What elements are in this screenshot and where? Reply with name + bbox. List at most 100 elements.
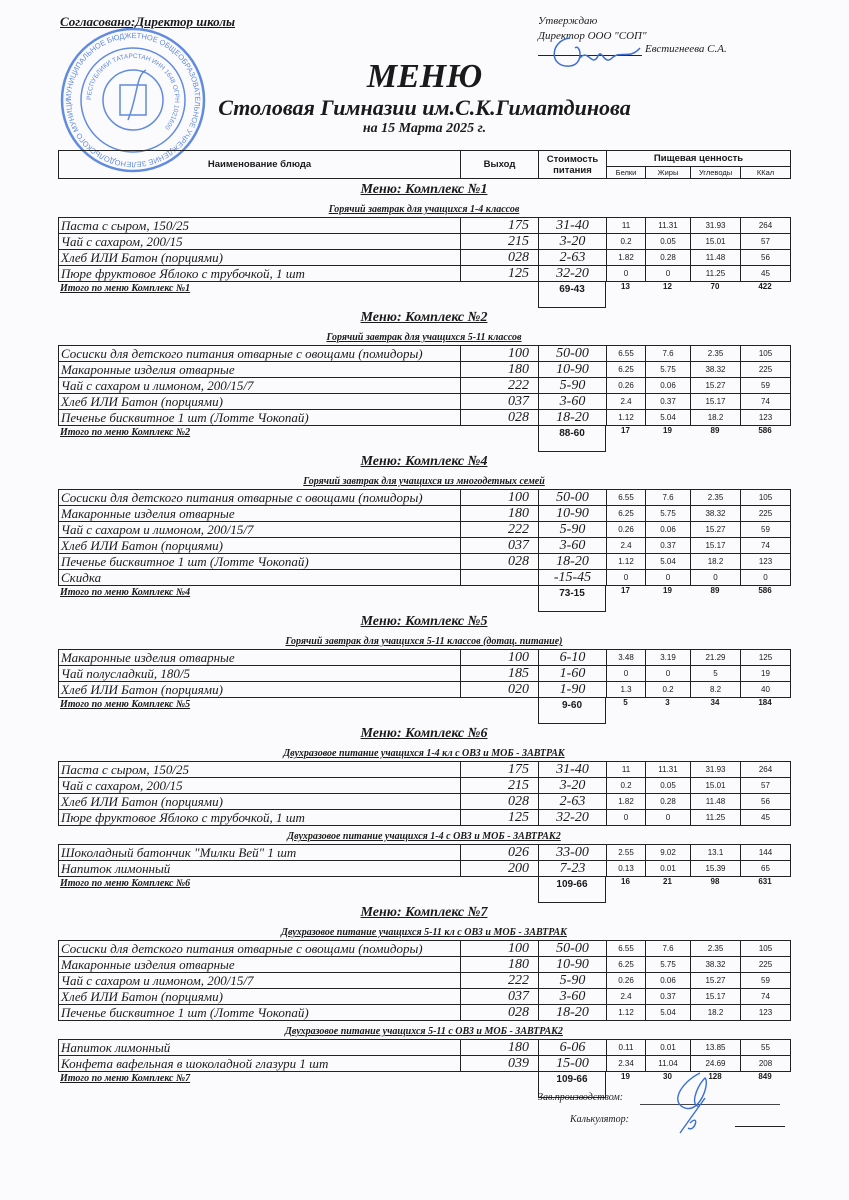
dish-kcal: 264	[740, 761, 791, 778]
dish-protein: 0	[606, 665, 646, 682]
dish-table: Макаронные изделия отварные 100 6-10 3.48 3.…	[58, 649, 791, 698]
total-fat: 19	[663, 586, 672, 595]
dish-name: Паста с сыром, 150/25	[58, 217, 461, 234]
dish-fat: 0	[645, 265, 691, 282]
dish-kcal: 208	[740, 1055, 791, 1072]
menu-section: Меню: Комплекс №1 Горячий завтрак для уча…	[58, 179, 791, 308]
table-row: Чай с сахаром и лимоном, 200/15/7 222 5-90…	[58, 521, 791, 538]
dish-kcal: 57	[740, 777, 791, 794]
dish-kcal: 59	[740, 972, 791, 989]
dish-name: Сосиски для детского питания отварные с …	[58, 345, 461, 362]
group-subtitle: Двухразовое питание учащихся 5-11 кл с О…	[281, 927, 567, 938]
table-row: Хлеб ИЛИ Батон (порциями) 037 3-60 2.4 0.37 1…	[58, 988, 791, 1005]
section-title: Меню: Комплекс №5	[360, 614, 488, 629]
dish-output: 222	[460, 377, 539, 394]
dish-table: Паста с сыром, 150/25 175 31-40 11 11.31 31.9…	[58, 217, 791, 282]
dish-protein: 6.25	[606, 956, 646, 973]
col-name: Наименование блюда	[58, 150, 461, 179]
dish-carbs: 13.85	[690, 1039, 741, 1056]
dish-name: Чай с сахаром, 200/15	[58, 777, 461, 794]
menu-content: Наименование блюда Выход Стоимость питани…	[58, 150, 792, 1098]
dish-name: Конфета вафельная в шоколадной глазури 1…	[58, 1055, 461, 1072]
dish-kcal: 125	[740, 649, 791, 666]
dish-cost: 50-00	[538, 489, 607, 506]
dish-name: Печенье бисквитное 1 шт (Лотте Чокопай)	[58, 553, 461, 570]
table-row: Макаронные изделия отварные 180 10-90 6.25 5…	[58, 361, 791, 378]
col-output: Выход	[460, 150, 539, 179]
dish-output: 215	[460, 777, 539, 794]
dish-table: Сосиски для детского питания отварные с …	[58, 345, 791, 426]
dish-fat: 0.28	[645, 793, 691, 810]
dish-kcal: 105	[740, 940, 791, 957]
dish-output: 175	[460, 217, 539, 234]
total-kcal: 631	[758, 877, 772, 886]
dish-cost: 2-63	[538, 793, 607, 810]
dish-fat: 5.04	[645, 1004, 691, 1021]
dish-fat: 0.01	[645, 860, 691, 877]
dish-protein: 0	[606, 569, 646, 586]
dish-carbs: 15.17	[690, 537, 741, 554]
section-title: Меню: Комплекс №7	[360, 905, 488, 920]
dish-cost: 3-20	[538, 233, 607, 250]
menu-section: Меню: Комплекс №5 Горячий завтрак для уча…	[58, 611, 791, 724]
dish-cost: 5-90	[538, 972, 607, 989]
total-kcal: 184	[758, 698, 772, 707]
dish-cost: 10-90	[538, 361, 607, 378]
dish-name: Хлеб ИЛИ Батон (порциями)	[58, 681, 461, 698]
dish-output: 125	[460, 809, 539, 826]
dish-protein: 11	[606, 761, 646, 778]
dish-carbs: 11.48	[690, 793, 741, 810]
dish-protein: 0	[606, 809, 646, 826]
dish-protein: 1.82	[606, 249, 646, 266]
dish-protein: 1.12	[606, 553, 646, 570]
dish-name: Макаронные изделия отварные	[58, 649, 461, 666]
dish-cost: 10-90	[538, 505, 607, 522]
total-label: Итого по меню Комплекс №5	[60, 699, 191, 710]
dish-name: Чай с сахаром и лимоном, 200/15/7	[58, 972, 461, 989]
dish-name: Чай с сахаром, 200/15	[58, 233, 461, 250]
total-protein: 19	[621, 1072, 630, 1081]
group-subtitle: Двухразовое питание учащихся 5-11 с ОВЗ …	[285, 1026, 563, 1037]
dish-carbs: 5	[690, 665, 741, 682]
dish-cost: 3-60	[538, 537, 607, 554]
dish-kcal: 0	[740, 569, 791, 586]
dish-protein: 0	[606, 265, 646, 282]
section-total: Итого по меню Комплекс №5 9-60 5 3 34 184	[58, 698, 790, 724]
dish-kcal: 123	[740, 409, 791, 426]
dish-carbs: 18.2	[690, 409, 741, 426]
table-row: Сосиски для детского питания отварные с …	[58, 345, 791, 362]
dish-protein: 6.55	[606, 940, 646, 957]
dish-fat: 7.6	[645, 940, 691, 957]
col-protein: Белки	[606, 166, 646, 179]
dish-carbs: 15.01	[690, 233, 741, 250]
dish-table: Сосиски для детского питания отварные с …	[58, 940, 791, 1021]
section-title: Меню: Комплекс №4	[360, 454, 488, 469]
table-row: Паста с сыром, 150/25 175 31-40 11 11.31 31.9…	[58, 217, 791, 234]
table-row: Сосиски для детского питания отварные с …	[58, 489, 791, 506]
total-label: Итого по меню Комплекс №1	[60, 283, 191, 294]
dish-carbs: 11.25	[690, 265, 741, 282]
dish-fat: 0.06	[645, 972, 691, 989]
dish-name: Хлеб ИЛИ Батон (порциями)	[58, 249, 461, 266]
total-cost: 109-66	[538, 1072, 606, 1098]
dish-protein: 1.3	[606, 681, 646, 698]
production-head-line	[640, 1104, 780, 1105]
dish-cost: 18-20	[538, 1004, 607, 1021]
production-head-label: Зав.производством:	[538, 1092, 624, 1103]
col-fat: Жиры	[645, 166, 691, 179]
approval-signature-line	[538, 55, 642, 56]
dish-cost: 32-20	[538, 265, 607, 282]
dish-fat: 0	[645, 569, 691, 586]
dish-carbs: 2.35	[690, 489, 741, 506]
dish-kcal: 40	[740, 681, 791, 698]
total-carbs: 70	[710, 282, 720, 291]
group-subtitle: Горячий завтрак для учащихся из многодет…	[303, 476, 545, 487]
table-row: Напиток лимонный 180 6-06 0.11 0.01 13.85 55	[58, 1039, 791, 1056]
group-subtitle: Горячий завтрак для учащихся 5-11 классо…	[326, 332, 522, 343]
dish-kcal: 105	[740, 489, 791, 506]
total-fat: 12	[663, 282, 672, 291]
dish-protein: 0.26	[606, 972, 646, 989]
total-protein: 16	[621, 877, 630, 886]
dish-kcal: 225	[740, 956, 791, 973]
dish-cost: 18-20	[538, 409, 607, 426]
